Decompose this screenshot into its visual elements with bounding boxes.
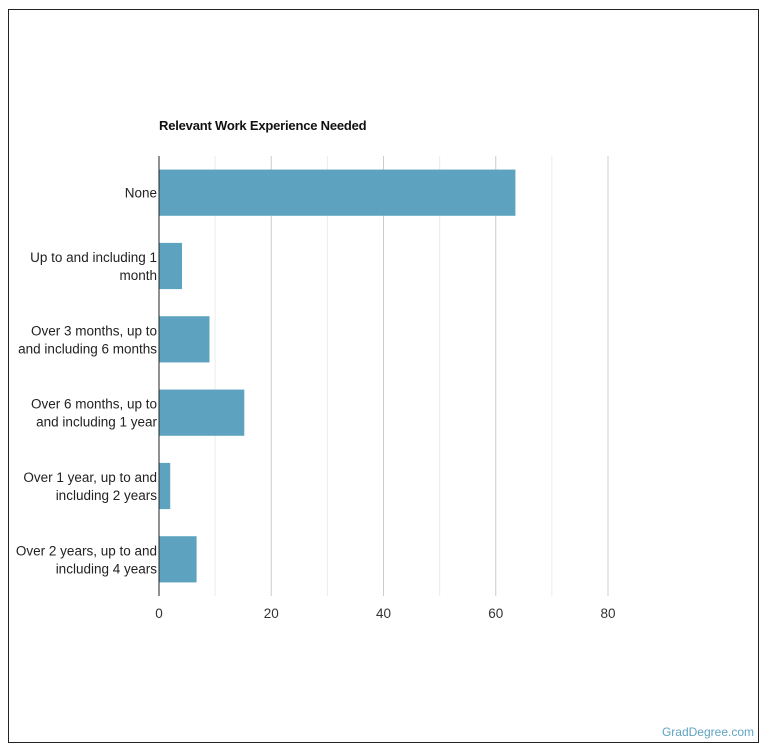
bar [159, 169, 516, 216]
category-label: Over 3 months, up to [31, 323, 157, 338]
category-label: and including 1 year [36, 415, 157, 430]
watermark: GradDegree.com [661, 725, 754, 739]
category-label: Over 1 year, up to and [23, 470, 157, 485]
category-label: month [119, 268, 157, 283]
x-tick-label: 0 [155, 606, 163, 621]
x-tick-label: 40 [376, 606, 391, 621]
x-tick-label: 80 [600, 606, 615, 621]
x-tick-label: 20 [264, 606, 279, 621]
bar [159, 536, 197, 583]
bar [159, 242, 183, 290]
bars [159, 169, 516, 583]
bar [159, 389, 245, 436]
category-label: Over 2 years, up to and [16, 543, 157, 558]
category-label: None [125, 186, 157, 201]
category-label: Over 6 months, up to [31, 397, 157, 412]
x-tick-labels: 0 20 40 60 80 [155, 606, 615, 621]
chart-title: Relevant Work Experience Needed [159, 118, 367, 133]
category-label: including 2 years [56, 488, 158, 503]
bar [159, 462, 171, 510]
grid-lines [214, 156, 609, 596]
category-label: including 4 years [56, 561, 158, 576]
x-tick-label: 60 [488, 606, 503, 621]
category-labels: None Up to and including 1 month Over 3 mon… [16, 186, 158, 577]
category-label: Up to and including 1 [30, 250, 157, 265]
category-label: and including 6 months [18, 341, 157, 356]
bar [159, 316, 210, 363]
